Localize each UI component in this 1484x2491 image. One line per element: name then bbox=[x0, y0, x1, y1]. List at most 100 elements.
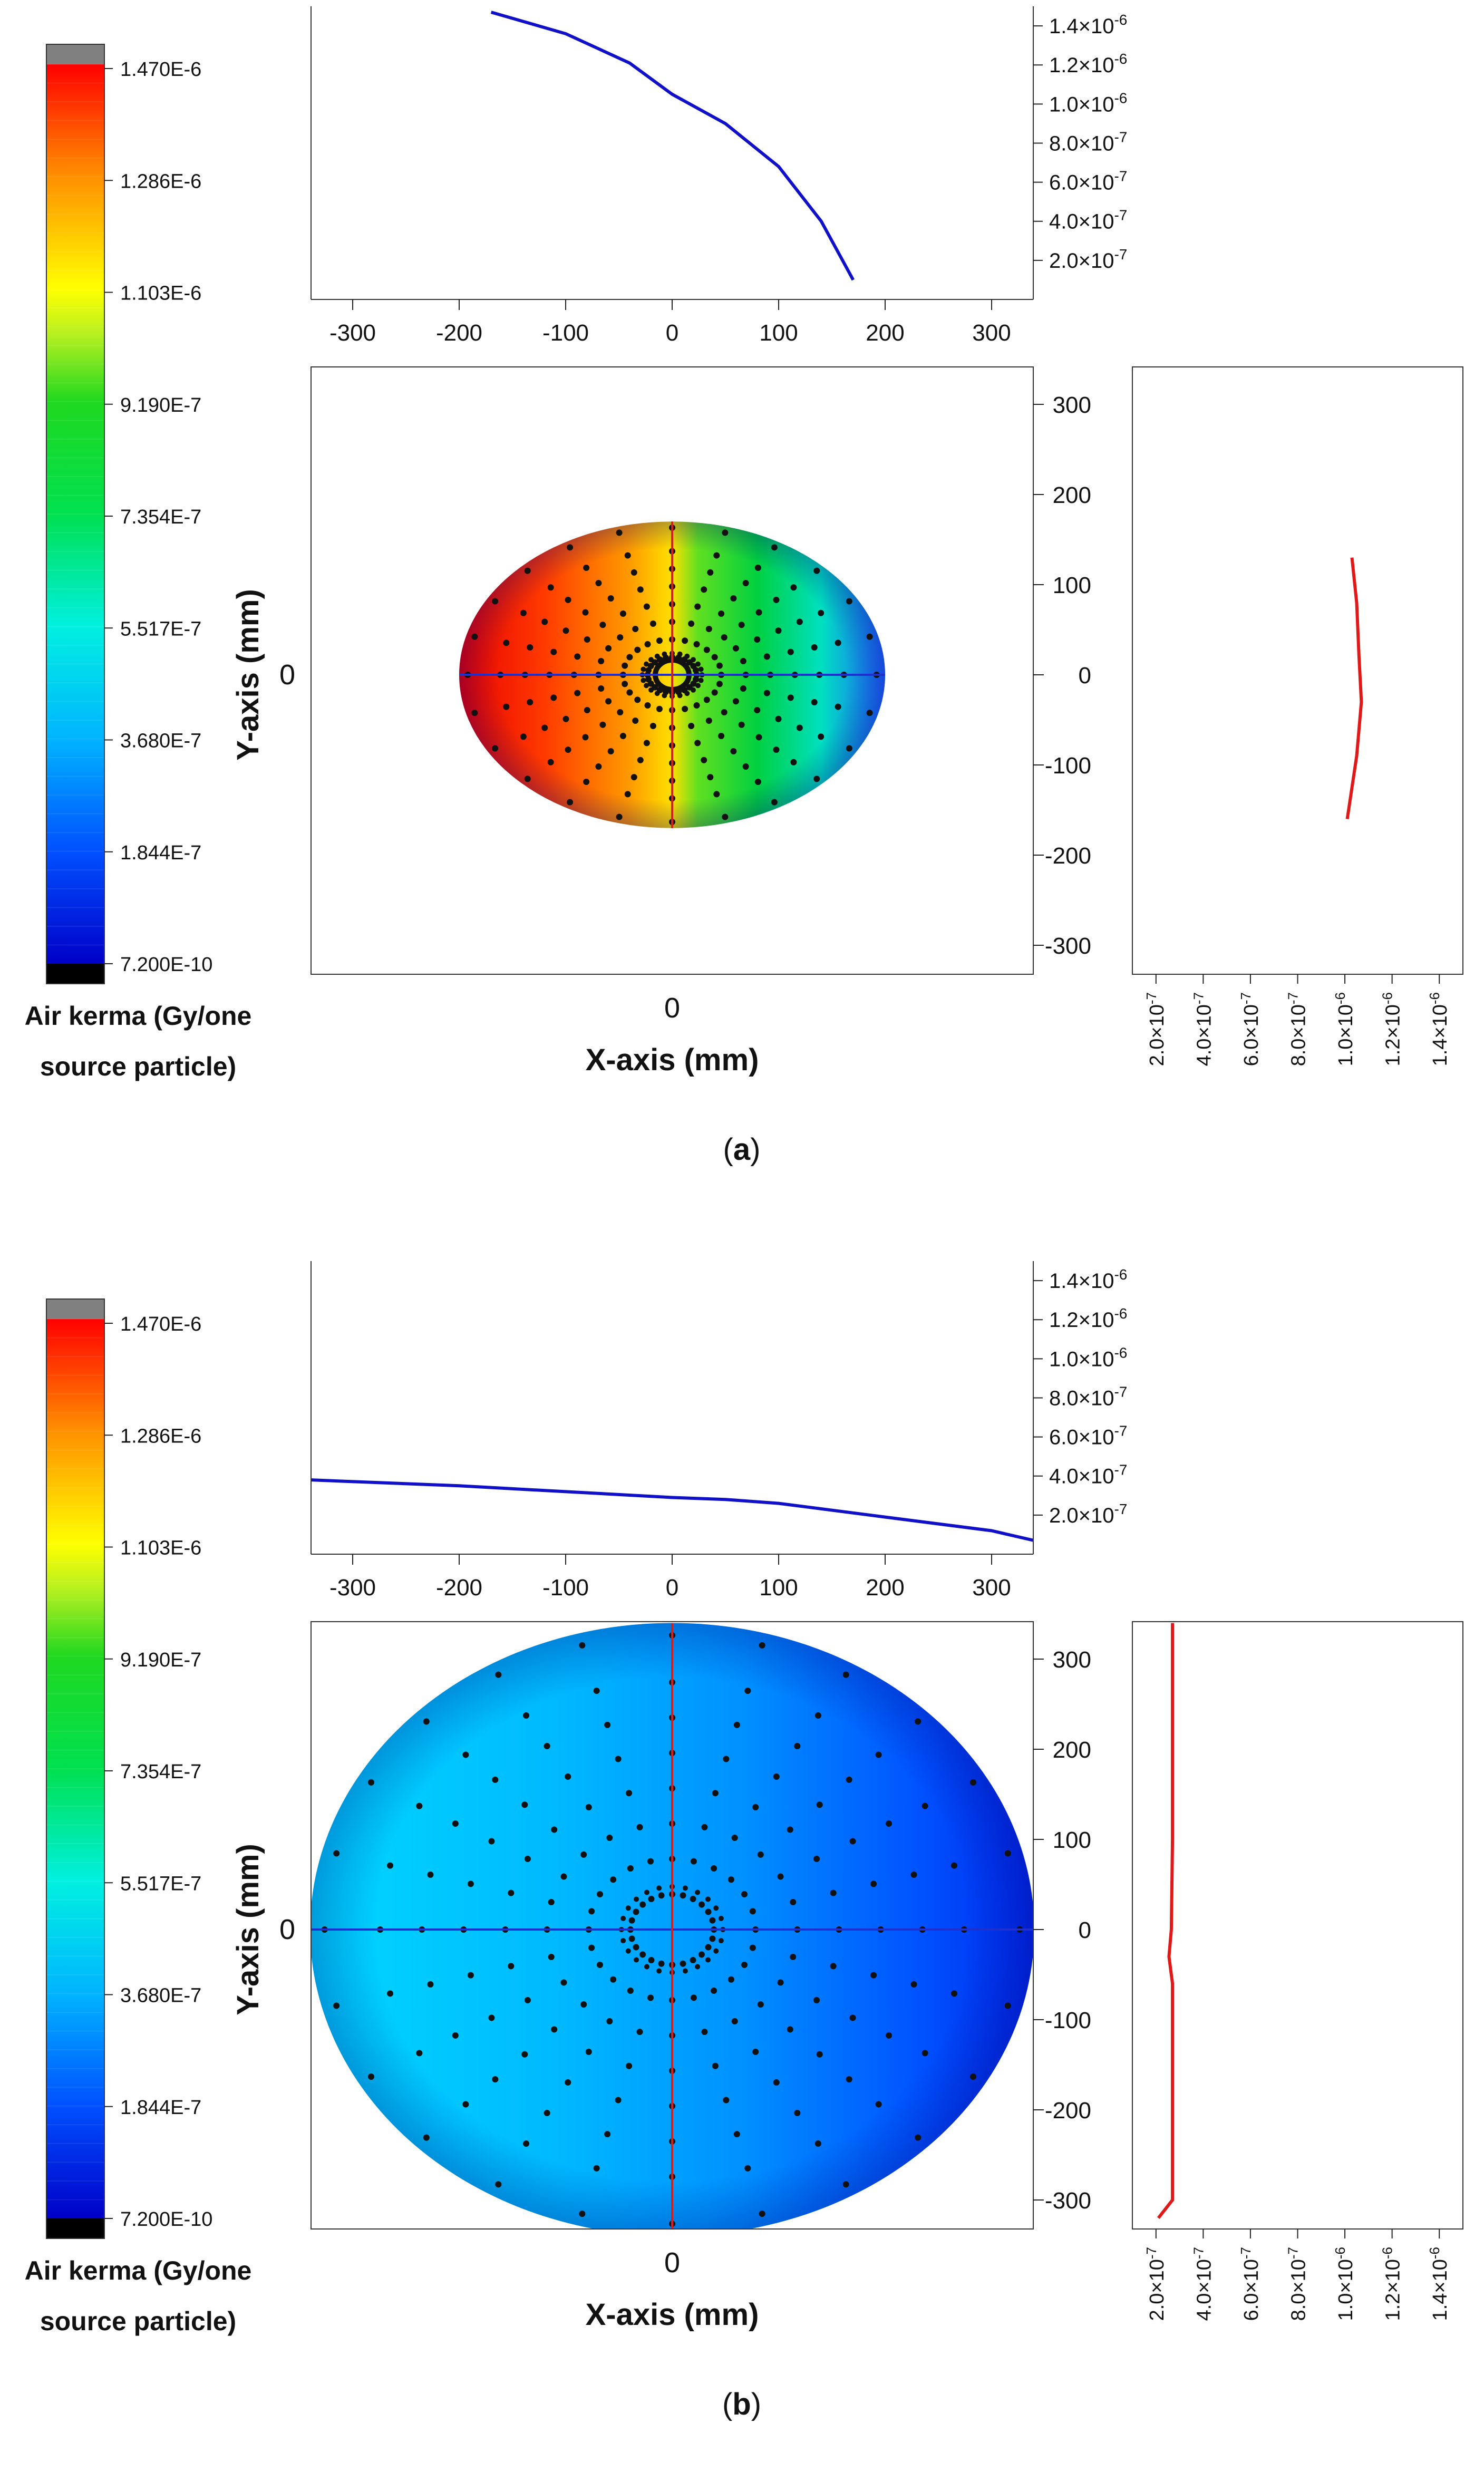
measurement-point bbox=[701, 757, 707, 763]
measurement-point-inner bbox=[654, 653, 660, 659]
measurement-point bbox=[732, 645, 739, 652]
measurement-point bbox=[846, 1776, 852, 1783]
measurement-point bbox=[846, 598, 852, 605]
measurement-point bbox=[633, 1908, 639, 1915]
measurement-point bbox=[610, 1976, 617, 1983]
x-axis-title: X-axis (mm) bbox=[586, 2298, 759, 2332]
measurement-point bbox=[647, 1858, 654, 1865]
measurement-point bbox=[551, 2026, 558, 2033]
measurement-point bbox=[488, 1838, 495, 1845]
measurement-point-inner bbox=[662, 651, 667, 657]
measurement-point bbox=[639, 1951, 646, 1958]
measurement-point bbox=[622, 681, 628, 687]
measurement-point bbox=[582, 609, 589, 616]
measurement-point bbox=[818, 609, 825, 616]
measurement-point-inner bbox=[677, 693, 683, 699]
measurement-point bbox=[690, 1858, 697, 1865]
measurement-point bbox=[423, 1718, 430, 1725]
measurement-point-inner bbox=[698, 666, 704, 672]
measurement-point bbox=[631, 774, 637, 781]
panel-b: 1.470E-6 1.286E-6 1.103E-6 9.190E-7 7.354E-7… bbox=[25, 1261, 1463, 2421]
measurement-point-inner bbox=[677, 651, 683, 657]
measurement-point bbox=[615, 2097, 622, 2104]
top-profile-y-tick-label: 2.0×10-7 bbox=[1049, 246, 1127, 273]
measurement-point-inner bbox=[648, 687, 654, 693]
measurement-point bbox=[606, 2018, 613, 2025]
measurement-point bbox=[950, 1990, 957, 1997]
measurement-point bbox=[658, 1960, 665, 1967]
right-profile-x-tick-exponent: -6 bbox=[1380, 2247, 1395, 2259]
measurement-point bbox=[416, 2050, 423, 2057]
colorbar-title-line1: Air kerma (Gy/one bbox=[25, 2256, 252, 2285]
measurement-point bbox=[644, 702, 651, 709]
top-profile-y-tick-label: 1.0×10-6 bbox=[1049, 90, 1127, 116]
colorbar-overflow-cap bbox=[46, 44, 104, 64]
measurement-point-inner bbox=[625, 1905, 631, 1911]
measurement-point bbox=[387, 1862, 394, 1869]
measurement-point bbox=[728, 1976, 734, 1983]
measurement-point bbox=[777, 1873, 784, 1880]
top-profile-y-tick-exponent: -7 bbox=[1114, 1383, 1127, 1400]
measurement-point bbox=[742, 763, 749, 770]
main-y-tick-label: -200 bbox=[1045, 2098, 1091, 2124]
measurement-point bbox=[606, 1834, 613, 1841]
measurement-point bbox=[523, 2140, 530, 2147]
caption-open-paren: ( bbox=[722, 2387, 732, 2421]
measurement-point bbox=[567, 544, 574, 551]
measurement-point bbox=[656, 637, 663, 644]
measurement-point bbox=[508, 1963, 515, 1970]
top-profile-x-tick-label: -200 bbox=[436, 1575, 482, 1601]
measurement-point bbox=[604, 1721, 611, 1728]
top-profile-x-tick-label: 300 bbox=[972, 1575, 1011, 1601]
top-profile-x-tick-label: 100 bbox=[759, 320, 798, 346]
measurement-point bbox=[508, 1889, 515, 1896]
top-profile-x-tick-label: -300 bbox=[329, 1575, 376, 1601]
x-axis-title: X-axis (mm) bbox=[586, 1043, 759, 1077]
right-profile-x-tick-exponent: -6 bbox=[1380, 992, 1395, 1004]
top-profile-y-tick-exponent: -6 bbox=[1114, 90, 1127, 106]
measurement-point bbox=[624, 552, 631, 559]
measurement-point-inner bbox=[695, 1964, 701, 1970]
top-profile-y-tick-exponent: -7 bbox=[1114, 168, 1127, 185]
measurement-point bbox=[605, 698, 612, 705]
measurement-point bbox=[754, 564, 761, 571]
heatmap-field-group bbox=[459, 521, 885, 828]
top-profile-y-tick-label: 4.0×10-7 bbox=[1049, 1462, 1127, 1488]
measurement-point bbox=[777, 1979, 784, 1986]
measurement-point bbox=[749, 1908, 756, 1915]
measurement-point bbox=[680, 1892, 686, 1899]
colorbar-underflow-cap bbox=[46, 964, 104, 984]
top-profile-x-tick-label: 0 bbox=[666, 320, 678, 346]
measurement-point bbox=[688, 723, 695, 730]
colorbar-tick-label: 9.190E-7 bbox=[120, 394, 201, 416]
main-y-tick-label: -200 bbox=[1045, 843, 1091, 869]
top-profile-y-tick-exponent: -7 bbox=[1114, 246, 1127, 263]
measurement-point bbox=[969, 1779, 976, 1786]
measurement-point bbox=[713, 552, 720, 559]
measurement-point bbox=[1004, 1850, 1011, 1857]
measurement-point-inner bbox=[718, 1938, 724, 1944]
measurement-point bbox=[585, 1804, 592, 1810]
right-profile-x-tick-exponent: -7 bbox=[1285, 992, 1301, 1004]
measurement-point bbox=[787, 1826, 793, 1833]
measurement-point bbox=[598, 685, 605, 692]
right-profile-x-tick-exponent: -7 bbox=[1190, 2247, 1206, 2259]
measurement-point-inner bbox=[705, 1896, 711, 1902]
measurement-point bbox=[588, 1908, 595, 1915]
measurement-point bbox=[580, 1851, 587, 1858]
measurement-point bbox=[694, 740, 701, 747]
measurement-point bbox=[811, 644, 818, 651]
right-profile-x-tick-exponent: -7 bbox=[1285, 2247, 1301, 2259]
measurement-point bbox=[632, 625, 639, 632]
measurement-point bbox=[816, 1801, 823, 1808]
measurement-point bbox=[492, 598, 499, 605]
measurement-point-inner bbox=[682, 1885, 688, 1891]
measurement-point bbox=[846, 745, 852, 752]
right-profile-x-tick-label: 1.2×10-6 bbox=[1380, 992, 1404, 1066]
measurement-point bbox=[599, 622, 606, 628]
measurement-point bbox=[626, 1790, 633, 1797]
measurement-point bbox=[605, 645, 612, 652]
caption-letter: b bbox=[732, 2387, 751, 2421]
measurement-point bbox=[423, 2134, 430, 2141]
